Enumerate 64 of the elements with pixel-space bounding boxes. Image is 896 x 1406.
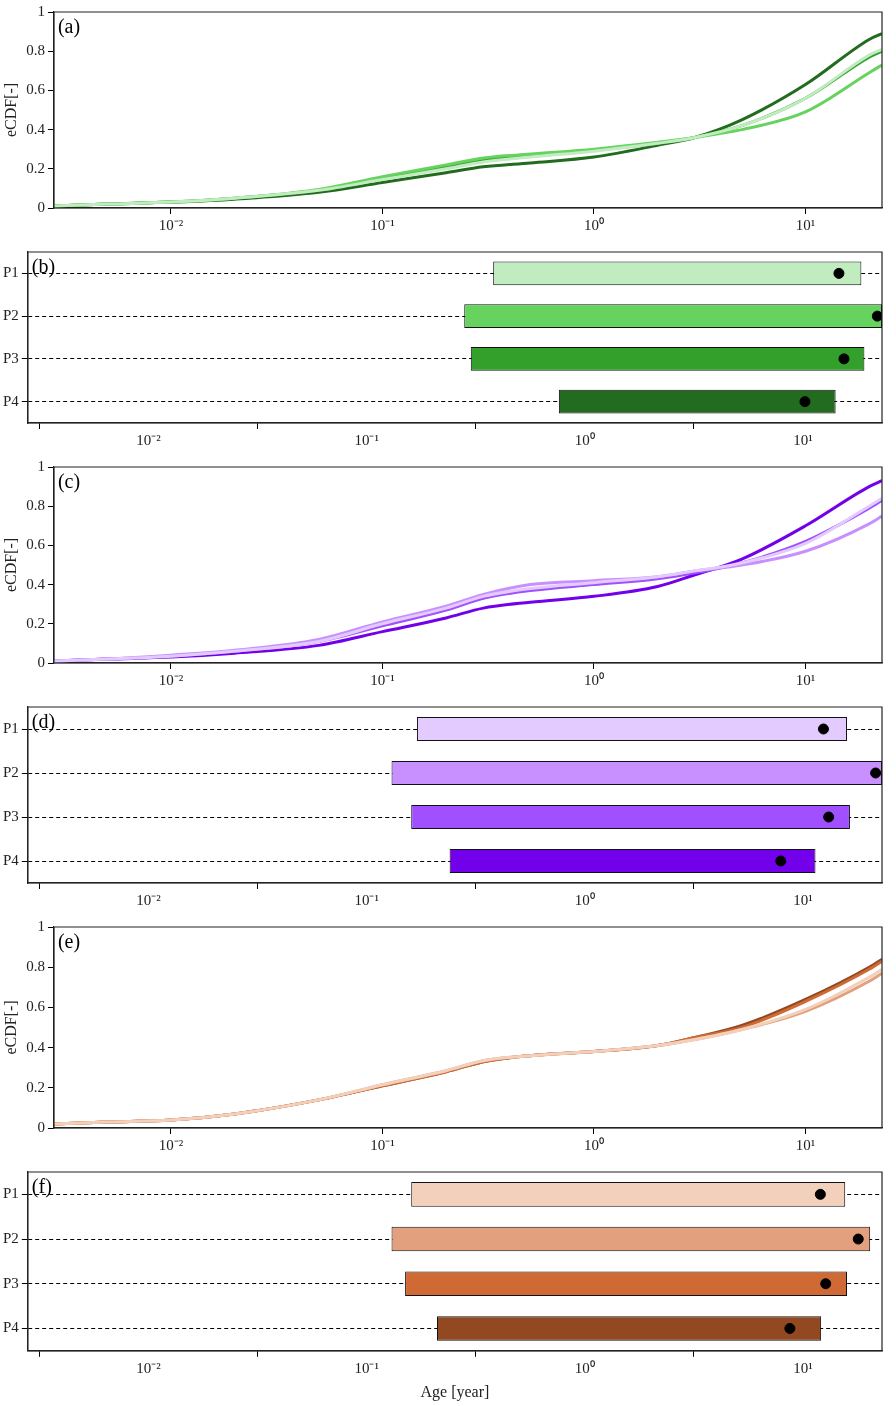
y-tick-label: 0 xyxy=(37,198,45,215)
x-tick-label: 10⁻² xyxy=(136,891,162,908)
y-axis-title: eCDF[-] xyxy=(1,82,19,138)
y-tick-label: P4 xyxy=(3,1319,20,1336)
y-tick-label: 0.6 xyxy=(26,536,46,553)
y-tick-label: 0.2 xyxy=(26,1078,45,1095)
y-axis-title: eCDF[-] xyxy=(1,1000,19,1055)
annotation: (a) xyxy=(57,15,81,39)
y-tick-label: 0.4 xyxy=(26,1038,46,1055)
x-tick-label: 10⁻¹ xyxy=(354,1359,379,1376)
y-tick-label: 0.6 xyxy=(26,998,46,1015)
x-tick-label: 10¹ xyxy=(793,1359,813,1376)
x-tick-label: 10⁰ xyxy=(574,1359,595,1376)
x-tick-label: 10⁻² xyxy=(158,216,184,233)
y-tick-label: 0.4 xyxy=(26,120,46,137)
x-axis-title: Age [year] xyxy=(420,1382,490,1401)
x-tick-label: 10⁻² xyxy=(136,431,162,448)
y-tick-label: 0 xyxy=(37,653,45,670)
y-tick-label: 1 xyxy=(37,457,45,474)
y-tick-label: P3 xyxy=(3,807,19,824)
y-tick-label: P3 xyxy=(3,349,19,366)
y-tick-label: P2 xyxy=(3,763,19,780)
x-tick-label: 10¹ xyxy=(795,216,816,233)
y-tick-label: 0.4 xyxy=(26,575,46,592)
y-tick-label: 0.6 xyxy=(26,81,46,98)
y-tick-label: 0 xyxy=(37,1118,45,1135)
x-tick-label: 10⁰ xyxy=(583,1136,604,1153)
x-tick-label: 10⁻² xyxy=(136,1359,162,1376)
y-tick-label: P4 xyxy=(3,851,20,868)
y-tick-label: P2 xyxy=(3,1229,19,1246)
y-tick-label: 0.2 xyxy=(26,614,45,631)
y-tick-label: 0.2 xyxy=(26,159,45,176)
annotation: (d) xyxy=(31,710,56,734)
x-tick-label: 10⁻¹ xyxy=(354,891,379,908)
x-tick-label: 10¹ xyxy=(795,1136,816,1153)
y-tick-label: P4 xyxy=(3,392,20,409)
x-tick-label: 10¹ xyxy=(795,671,816,688)
x-tick-label: 10⁰ xyxy=(583,216,604,233)
y-axis-title: eCDF[-] xyxy=(1,537,19,593)
x-tick-label: 10⁻¹ xyxy=(370,1136,395,1153)
y-tick-label: 0.8 xyxy=(26,958,45,975)
x-tick-label: 10⁰ xyxy=(574,431,595,448)
annotation: (f) xyxy=(31,1175,52,1199)
x-tick-label: 10⁻² xyxy=(158,1136,184,1153)
y-tick-label: P1 xyxy=(3,1185,19,1202)
x-tick-label: 10⁻¹ xyxy=(370,216,395,233)
annotation: (b) xyxy=(31,255,56,279)
y-tick-label: 0.8 xyxy=(26,497,45,514)
y-tick-label: 0.8 xyxy=(26,42,45,59)
x-tick-label: 10⁻² xyxy=(158,671,184,688)
y-tick-label: P1 xyxy=(3,719,19,736)
y-tick-label: P1 xyxy=(3,264,19,281)
y-tick-label: P3 xyxy=(3,1274,19,1291)
annotation: (c) xyxy=(57,470,81,494)
y-tick-label: 1 xyxy=(37,917,45,934)
x-tick-label: 10⁻¹ xyxy=(354,431,379,448)
x-tick-label: 10⁻¹ xyxy=(370,671,395,688)
x-tick-label: 10⁰ xyxy=(583,671,604,688)
x-tick-label: 10⁰ xyxy=(574,891,595,908)
x-tick-label: 10¹ xyxy=(793,891,813,908)
x-tick-label: 10¹ xyxy=(793,431,813,448)
annotation: (e) xyxy=(57,930,81,954)
y-tick-label: 1 xyxy=(37,2,45,19)
y-tick-label: P2 xyxy=(3,307,19,324)
